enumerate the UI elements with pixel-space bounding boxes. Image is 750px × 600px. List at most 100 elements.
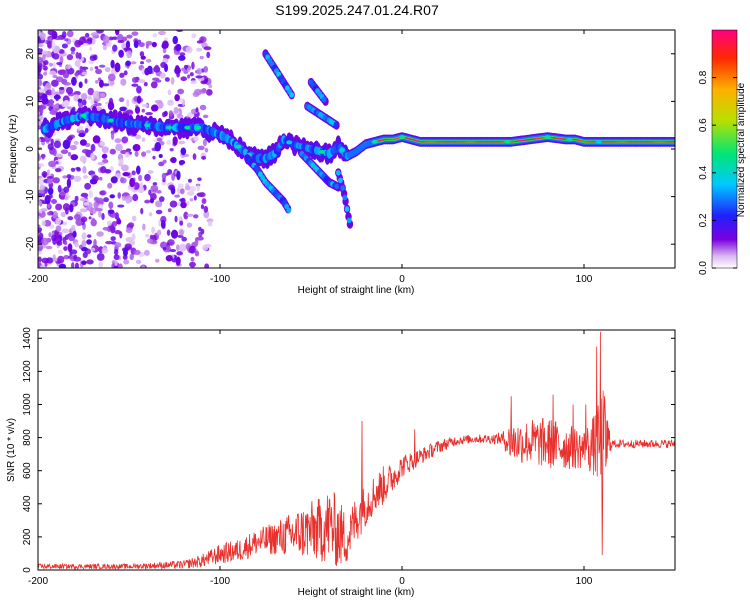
noise-speckle (119, 72, 125, 78)
noise-speckle (89, 47, 93, 51)
noise-speckle (126, 99, 130, 107)
ridge-peak (613, 141, 616, 143)
noise-blob (178, 55, 186, 61)
noise-speckle (94, 80, 99, 84)
spectrogram-xtick-label: -200 (28, 274, 48, 285)
noise-speckle (83, 175, 88, 179)
noise-speckle (125, 227, 133, 234)
noise-blob (58, 263, 67, 268)
noise-speckle (180, 76, 188, 82)
noise-speckle (63, 254, 70, 260)
noise-blob (89, 178, 98, 185)
ridge-peak (667, 141, 670, 143)
noise-speckle (178, 140, 186, 145)
noise-speckle (97, 161, 105, 166)
noise-speckle (39, 264, 45, 268)
noise-speckle (156, 137, 163, 142)
noise-speckle (60, 211, 66, 218)
noise-speckle (124, 243, 132, 250)
ridge-peak (593, 141, 595, 143)
branch-core (338, 177, 343, 184)
ridge-peak (396, 137, 399, 140)
ridge-peak (529, 138, 531, 141)
noise-speckle (155, 209, 163, 215)
noise-speckle (64, 99, 70, 107)
noise-speckle (46, 169, 51, 176)
colorbar-tick-label: 0.8 (698, 70, 709, 84)
noise-speckle (121, 136, 129, 144)
ridge-peak (393, 138, 396, 140)
ridge-peak (514, 140, 517, 143)
noise-speckle (138, 42, 145, 48)
noise-speckle (183, 211, 189, 220)
ridge-peak (662, 141, 665, 143)
ridge-peak (478, 141, 480, 143)
noise-speckle (84, 78, 88, 84)
ridge-peak (523, 139, 526, 141)
noise-speckle (143, 249, 150, 256)
noise-speckle (38, 177, 45, 186)
ridge-peak (620, 141, 623, 143)
noise-speckle (184, 185, 191, 191)
ridge-peak (630, 141, 633, 143)
noise-speckle (102, 83, 110, 87)
noise-speckle (73, 256, 82, 262)
noise-speckle (52, 74, 58, 79)
noise-speckle (118, 97, 125, 103)
ridge-peak (651, 141, 654, 143)
ridge-peak (405, 137, 408, 139)
noise-speckle (114, 138, 122, 144)
noise-speckle (179, 52, 186, 57)
ridge-peak (479, 141, 482, 143)
noise-speckle (63, 82, 71, 86)
noise-speckle (207, 220, 213, 227)
noise-speckle (70, 167, 76, 172)
noise-speckle (43, 85, 48, 92)
noise-speckle (124, 151, 130, 158)
noise-speckle (155, 258, 160, 263)
noise-speckle (79, 155, 87, 163)
noise-speckle (152, 33, 158, 38)
noise-speckle (130, 61, 137, 65)
noise-speckle (38, 56, 44, 64)
noise-blob (165, 255, 173, 262)
snr-ytick-label: 1000 (22, 393, 33, 416)
noise-blob (176, 170, 181, 181)
noise-speckle (43, 219, 52, 227)
ridge-peak (502, 141, 505, 143)
noise-speckle (75, 51, 80, 59)
ridge-peak (644, 141, 646, 143)
noise-speckle (168, 110, 174, 118)
branch-core (340, 185, 346, 191)
noise-speckle (114, 248, 119, 256)
ridge-peak (431, 141, 434, 143)
noise-speckle (152, 182, 158, 186)
noise-blob (132, 143, 141, 152)
branch-core (333, 121, 339, 128)
noise-speckle (102, 35, 110, 44)
noise-speckle (61, 43, 68, 49)
noise-speckle (62, 71, 70, 79)
ridge-peak (418, 140, 421, 143)
ridge-peak (518, 140, 521, 142)
noise-speckle (196, 40, 203, 44)
branch-core (344, 206, 350, 212)
noise-speckle (55, 225, 62, 232)
noise-speckle (77, 125, 84, 132)
noise-speckle (138, 79, 146, 83)
noise-speckle (74, 195, 79, 202)
ridge-peak (590, 141, 592, 143)
noise-speckle (38, 37, 41, 44)
noise-speckle (177, 234, 184, 238)
noise-speckle (141, 68, 146, 75)
ridge-peak (409, 138, 412, 140)
ridge-peak (432, 141, 435, 143)
ridge-peak (559, 137, 562, 140)
noise-speckle (183, 70, 189, 75)
noise-blob (110, 59, 115, 69)
noise-speckle (38, 48, 43, 55)
noise-speckle (193, 195, 197, 201)
noise-speckle (87, 234, 92, 238)
noise-speckle (59, 55, 64, 64)
